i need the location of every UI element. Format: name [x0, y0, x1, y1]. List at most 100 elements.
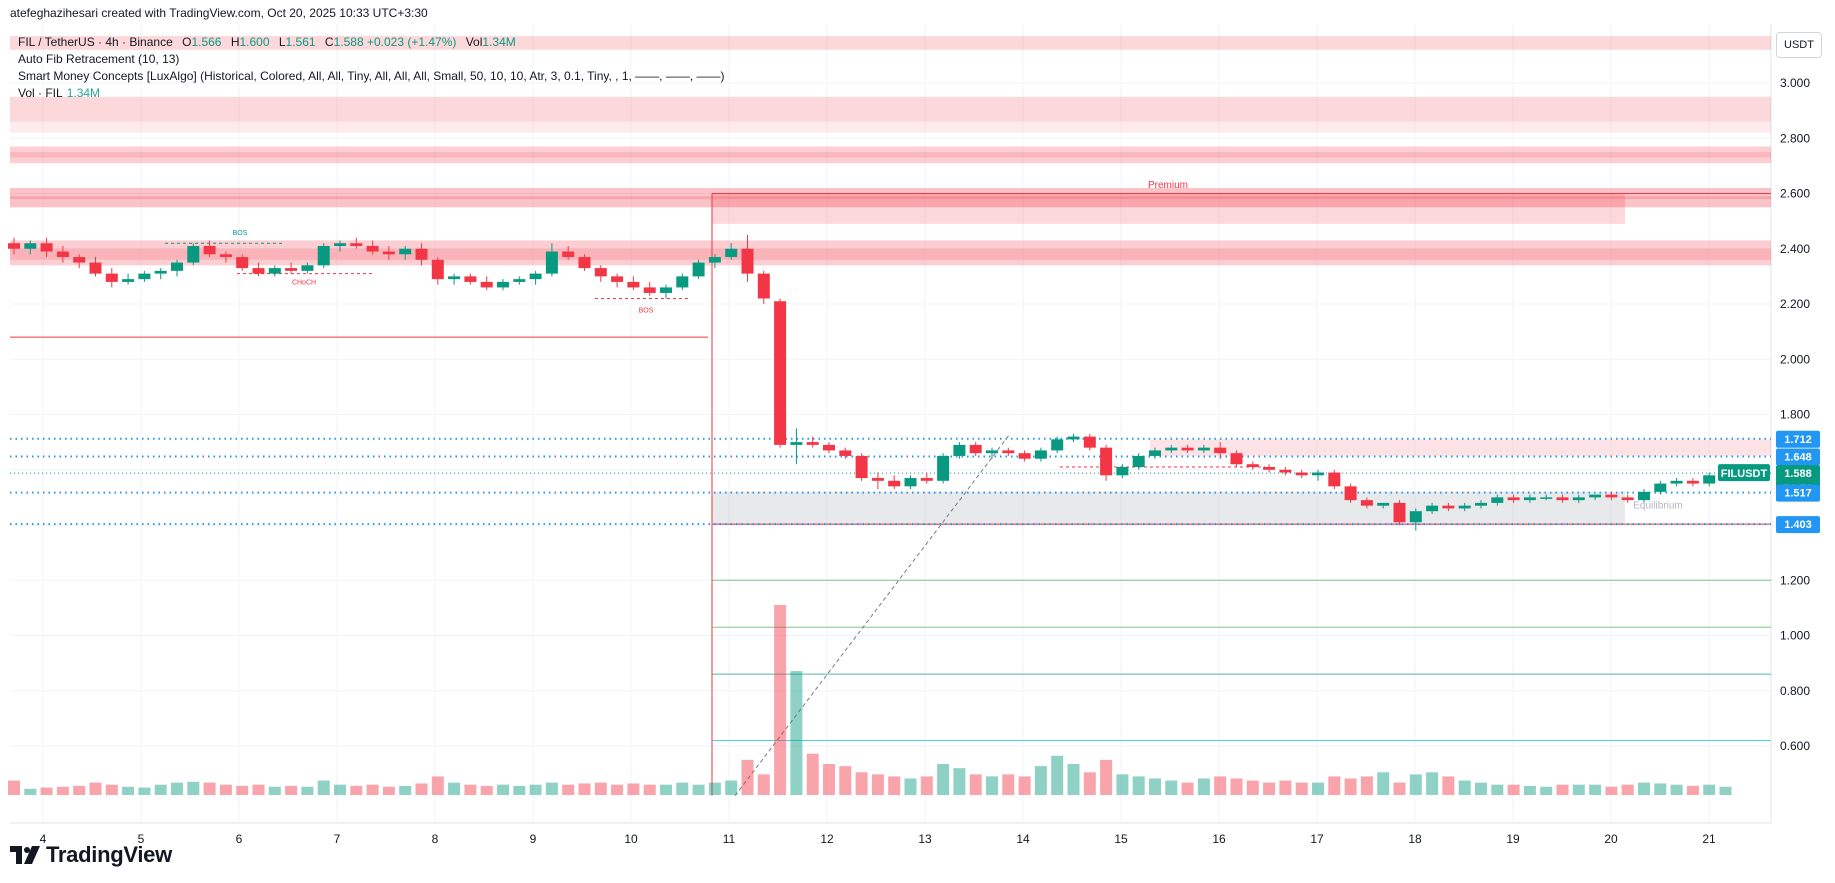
legend-close-label: C: [324, 35, 334, 49]
candle-body: [1523, 497, 1536, 501]
x-tick-label: 14: [1016, 832, 1030, 846]
candle-body: [1686, 480, 1699, 484]
volume-bar: [953, 768, 966, 795]
y-tick-label: 2.000: [1780, 352, 1810, 366]
legend-ohlc-row[interactable]: FIL / TetherUS · 4h · Binance O1.566 H1.…: [18, 34, 725, 51]
candle-body: [1458, 505, 1471, 509]
candle-body: [953, 444, 966, 456]
volume-bar: [105, 784, 118, 795]
price-tag: 1.517: [1784, 488, 1812, 500]
x-tick-label: 10: [624, 832, 638, 846]
y-tick-label: 3.000: [1780, 76, 1810, 90]
volume-bar: [660, 784, 672, 795]
volume-bar: [122, 786, 135, 795]
candle-body: [1149, 450, 1161, 456]
candle-body: [1083, 436, 1096, 448]
volume-bar: [888, 776, 901, 795]
supply-zone: [10, 152, 1771, 158]
volume-bar: [839, 766, 852, 795]
candle-body: [1002, 450, 1015, 454]
y-tick-label: 2.600: [1780, 187, 1810, 201]
candle-body: [1377, 502, 1390, 506]
volume-bar: [774, 605, 787, 795]
volume-bar: [334, 784, 346, 795]
candle-body: [73, 257, 86, 263]
candle-body: [187, 245, 200, 263]
volume-bar: [529, 784, 542, 795]
volume-bar: [1686, 785, 1699, 795]
candle-body: [497, 281, 509, 288]
candle-body: [1214, 447, 1227, 454]
currency-selector[interactable]: USDT: [1776, 32, 1822, 58]
candle-body: [56, 251, 69, 258]
volume-bar: [301, 786, 314, 795]
candle-body: [24, 243, 37, 249]
symbol-tag: FILUSDT: [1721, 468, 1768, 480]
tradingview-logo[interactable]: TradingView: [10, 842, 172, 868]
supply-zone: [10, 146, 1771, 164]
candle-body: [888, 480, 901, 487]
candle-body: [1328, 472, 1341, 487]
volume-bar: [627, 783, 640, 795]
volume-bar: [676, 782, 689, 795]
volume-bar: [1279, 780, 1292, 795]
candle-body: [334, 243, 346, 246]
volume-bar: [855, 772, 868, 795]
plot-area: [10, 24, 1771, 823]
legend-smc-indicator[interactable]: Smart Money Concepts [LuxAlgo] (Historic…: [18, 69, 725, 83]
volume-bar: [1197, 778, 1210, 795]
volume-bar: [1540, 786, 1553, 795]
y-tick-label: 2.200: [1780, 297, 1810, 311]
volume-bar: [415, 783, 428, 795]
candle-body: [578, 257, 591, 269]
x-tick-label: 17: [1310, 832, 1324, 846]
candle-body: [1556, 497, 1569, 501]
volume-bar: [725, 780, 738, 795]
price-tag-bg: [1776, 484, 1820, 502]
volume-bar: [399, 785, 412, 795]
candle-body: [122, 279, 135, 282]
volume-bar: [513, 785, 526, 795]
volume-bar: [40, 787, 53, 795]
volume-bar: [562, 784, 575, 795]
volume-bar: [1312, 782, 1324, 795]
candle-body: [236, 257, 249, 269]
tradingview-logo-icon: [10, 846, 40, 864]
legend-close: 1.588: [333, 35, 364, 49]
legend-open: 1.566: [191, 35, 222, 49]
x-tick-label: 6: [236, 832, 243, 846]
legend-volume-indicator[interactable]: Vol · FIL 1.34M: [18, 85, 725, 102]
volume-bar: [24, 788, 37, 795]
volume-bar: [545, 782, 558, 795]
candle-body: [431, 259, 444, 280]
volume-bar: [1621, 784, 1634, 795]
volume-bar: [1393, 782, 1406, 795]
x-tick-label: 7: [334, 832, 341, 846]
legend-low-label: L: [278, 35, 286, 49]
candle-body: [1621, 497, 1634, 501]
candle-body: [1654, 483, 1667, 492]
candle-body: [920, 478, 933, 481]
volume-bar: [611, 784, 624, 795]
legend-vol-label: Vol: [465, 35, 483, 49]
candle-body: [464, 276, 477, 282]
candle-body: [969, 444, 982, 454]
candle-body: [806, 442, 819, 445]
y-tick-label: 0.800: [1780, 684, 1810, 698]
x-tick-label: 4: [40, 832, 47, 846]
candle-body: [285, 268, 298, 271]
volume-bar: [1263, 782, 1276, 795]
candle-body: [154, 270, 167, 274]
volume-bar: [56, 786, 69, 795]
candle-body: [8, 243, 20, 249]
candle-body: [138, 273, 151, 280]
volume-bar: [920, 776, 933, 795]
equilibrium-zone: [712, 491, 1625, 525]
chart-annotation: BOS: [639, 307, 654, 314]
candle-body: [382, 251, 395, 255]
legend-fib-indicator[interactable]: Auto Fib Retracement (10, 13): [18, 52, 180, 66]
volume-bar: [643, 784, 656, 795]
candle-body: [1572, 497, 1585, 501]
volume-bar: [937, 764, 950, 795]
